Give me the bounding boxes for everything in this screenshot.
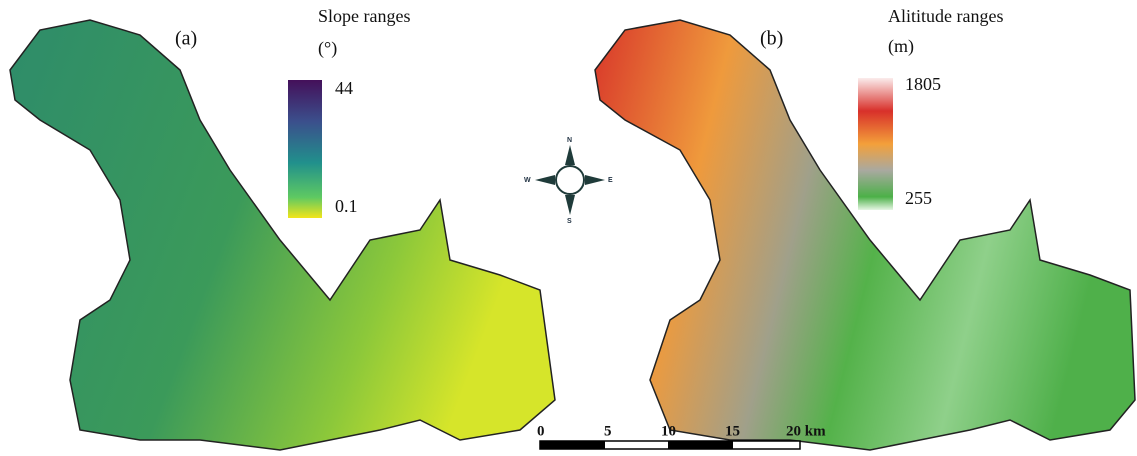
panel-label: (a)	[175, 28, 197, 50]
legend-unit: (m)	[888, 36, 914, 57]
scale-bar	[540, 441, 800, 449]
legend-title: Slope ranges	[318, 6, 410, 26]
legend-max: 44	[335, 78, 353, 98]
scale-label: 10	[661, 423, 676, 439]
slope-map	[10, 20, 555, 450]
compass-e: E	[608, 177, 613, 184]
compass-n: N	[567, 137, 572, 144]
scale-label: 0	[537, 423, 545, 439]
compass-w: W	[524, 177, 531, 184]
legend-unit: (°)	[318, 38, 337, 59]
compass-s: S	[567, 218, 572, 225]
legend-bar	[288, 80, 322, 218]
legend-max: 1805	[905, 74, 941, 94]
scale-label: 15	[725, 423, 740, 439]
compass: N W E S	[524, 137, 613, 225]
legend-title: Alititude ranges	[888, 6, 1003, 26]
panel-label: (b)	[760, 28, 783, 50]
scale-label: 5	[604, 423, 612, 439]
figure: (a) Slope ranges (°) 44 0.1 (b) Alititud…	[0, 0, 1137, 456]
scale-label: 20 km	[786, 423, 826, 439]
legend-bar	[858, 78, 893, 210]
legend-min: 255	[905, 188, 932, 208]
legend-min: 0.1	[335, 196, 358, 216]
